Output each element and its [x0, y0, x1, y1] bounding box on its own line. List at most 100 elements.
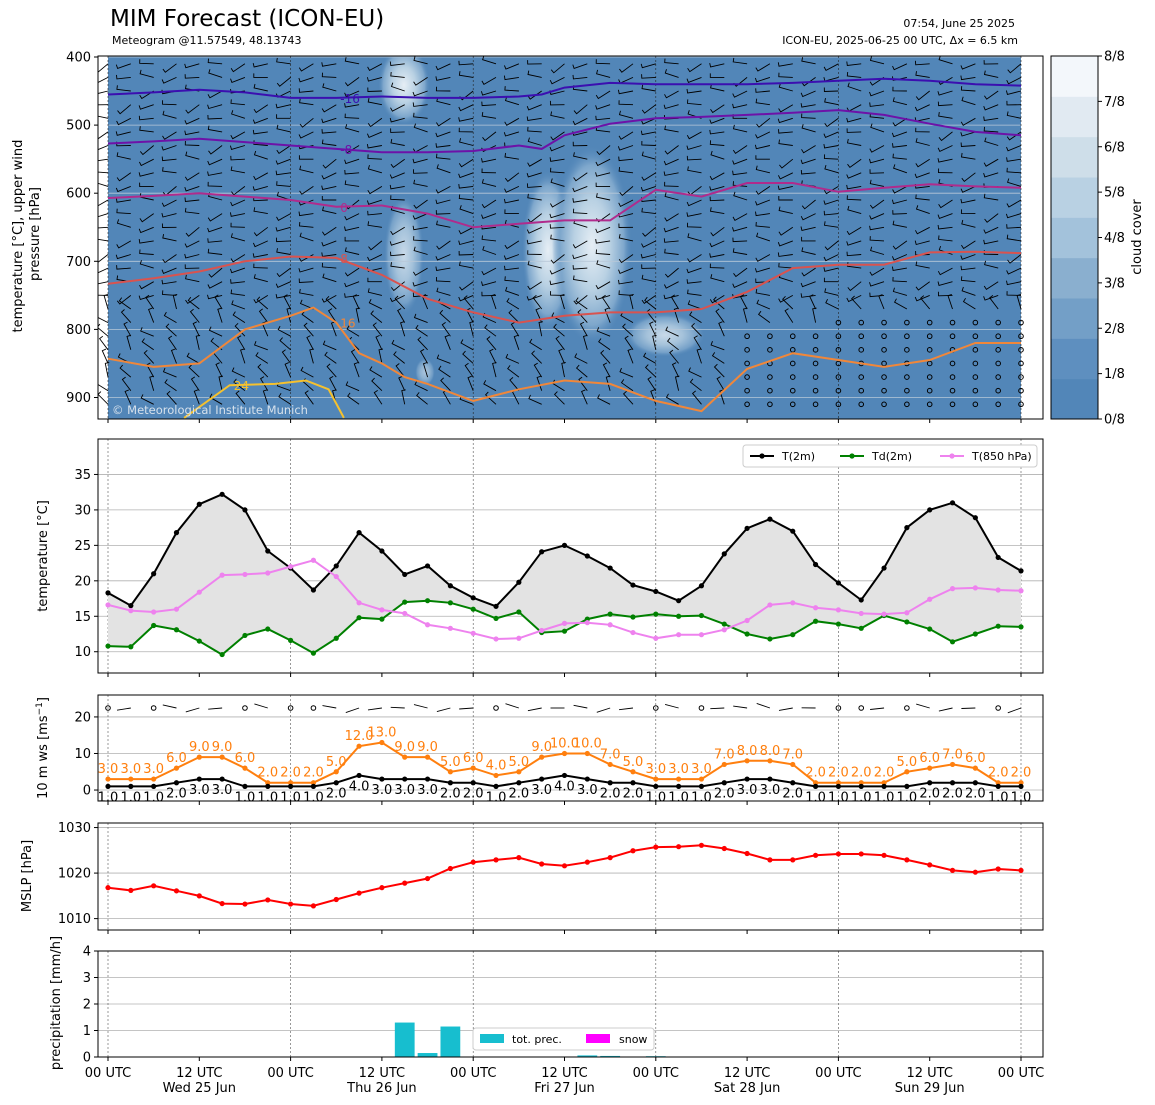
wind-barb: [1007, 178, 1022, 187]
wind-barb: [116, 707, 131, 711]
wind-barb: [259, 376, 269, 391]
wind-barb: [230, 131, 246, 140]
wind-barb: [847, 158, 862, 169]
calm-wind-marker: [242, 705, 248, 711]
mslp-point: [516, 855, 522, 861]
calm-wind-marker: [881, 333, 887, 340]
wind-barb: [691, 390, 702, 405]
wind-barb: [344, 281, 360, 288]
calm-wind-marker: [972, 333, 979, 340]
wind-barb: [778, 139, 793, 146]
wind-barb: [344, 169, 360, 175]
wind-barb: [575, 364, 588, 378]
wind-barb: [504, 96, 520, 106]
calm-wind-marker: [881, 387, 887, 394]
wind-barb: [231, 300, 246, 310]
wind-barb: [555, 335, 565, 351]
wind-barb: [641, 207, 656, 215]
wind-barb: [619, 707, 634, 711]
wind-barb: [709, 263, 725, 269]
wind-barb: [481, 112, 497, 119]
wind-barb: [846, 61, 862, 67]
wind-barb: [390, 262, 405, 269]
wind-barb: [892, 143, 907, 148]
wind-barb: [141, 338, 154, 351]
wind-barb: [207, 281, 223, 289]
mean-wind-label: 3.0: [189, 783, 210, 798]
wind-barb: [139, 69, 154, 78]
wind-barb: [139, 260, 154, 269]
t850-point: [744, 617, 750, 624]
mslp-point: [835, 851, 842, 857]
wind-barb: [417, 336, 428, 351]
wind-barb: [713, 363, 725, 378]
wind-barb: [663, 158, 679, 166]
wind-barb: [916, 703, 930, 709]
mean-wind-point: [653, 783, 659, 789]
wind-barb: [253, 73, 268, 78]
wind-barb: [185, 226, 200, 237]
td2m-point: [493, 615, 499, 622]
wind-barb: [139, 281, 154, 290]
wind-barb: [192, 321, 200, 337]
wind-barb: [824, 117, 839, 128]
wind-barb: [504, 117, 520, 126]
t850-point: [447, 625, 453, 631]
wind-barb: [116, 295, 132, 305]
gust-point: [881, 780, 887, 786]
wind-barb: [572, 254, 588, 260]
wind-barb: [664, 125, 679, 133]
init-time: 07:54, June 25 2025: [903, 17, 1015, 30]
gust-point: [516, 769, 522, 775]
wind-barb: [166, 390, 177, 405]
gust-point: [105, 776, 111, 782]
wind-barb: [233, 378, 246, 392]
calm-wind-marker: [789, 333, 796, 340]
wind-barb: [481, 199, 497, 209]
wind-barb: [481, 213, 497, 219]
wind-barb: [598, 338, 611, 351]
t2m-point: [173, 530, 180, 536]
wind-barb: [617, 89, 634, 95]
wind-barb: [778, 262, 793, 269]
wind-barb: [824, 288, 839, 296]
mean-wind-point: [105, 783, 111, 789]
wind-barb: [400, 321, 406, 337]
wind-barb: [755, 155, 770, 160]
mean-wind-point: [630, 780, 636, 786]
calm-wind-marker: [789, 387, 796, 394]
wind-barb: [595, 249, 611, 255]
calm-wind-marker: [926, 401, 933, 408]
wind-barb: [322, 705, 337, 709]
wind-barb: [253, 274, 268, 283]
wind-barb: [458, 117, 474, 122]
wind-barb: [301, 310, 314, 323]
wind-barb: [231, 110, 246, 119]
wind-barb: [595, 239, 611, 244]
calm-wind-marker: [1018, 319, 1024, 326]
gust-label: 7.0: [782, 747, 803, 762]
wind-barb: [920, 295, 931, 310]
wind-barb: [321, 172, 337, 180]
wind-barb: [139, 213, 154, 223]
t850-point: [219, 572, 225, 578]
wind-barb: [984, 213, 999, 223]
wind-barb: [435, 266, 451, 272]
wind-barb: [184, 130, 200, 136]
wind-barb: [938, 56, 953, 65]
wind-barb: [185, 707, 200, 713]
wind-barb: [641, 240, 657, 248]
wind-barb: [732, 124, 748, 133]
wind-barb: [664, 213, 679, 222]
gust-point: [949, 761, 956, 768]
x-tick-label: 12 UTC: [359, 1066, 405, 1081]
calm-wind-marker: [493, 705, 499, 711]
wind-barb: [869, 225, 885, 231]
calm-wind-marker: [835, 333, 842, 340]
wind-barb: [257, 363, 269, 378]
wind-barb: [161, 199, 177, 208]
wind-barb: [163, 311, 177, 323]
wind-barb: [413, 704, 428, 709]
t2m-point: [402, 571, 408, 578]
wind-barb: [98, 199, 109, 207]
